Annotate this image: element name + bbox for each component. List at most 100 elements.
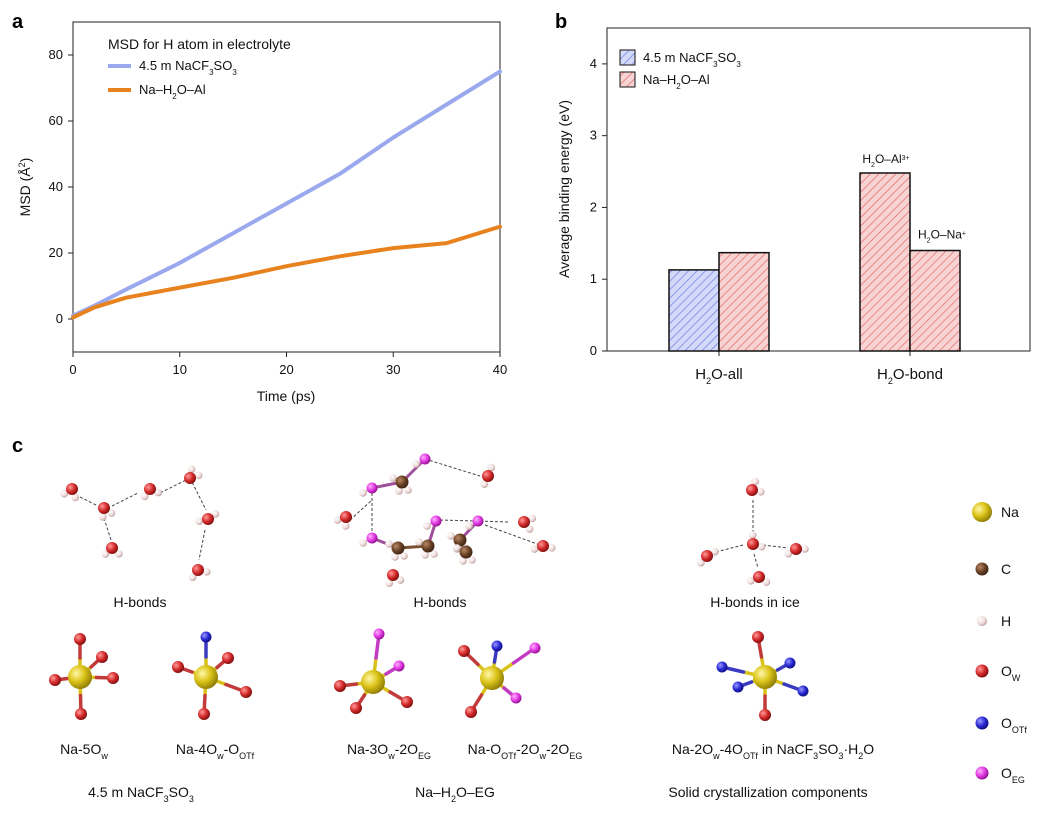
atom-sphere [530,643,541,654]
atom-legend-label: OW [1001,663,1021,683]
atom-sphere [746,484,758,496]
atom-sphere [392,542,405,555]
atom-sphere [201,632,212,643]
chart-b-legend-label: Na–H2O–Al [643,72,710,91]
chart-a-ylabel: MSD (Å2) [17,158,33,217]
hydrogen-bond [763,545,788,548]
atom-sphere [785,658,796,669]
hydrogen-bond [716,545,743,552]
panel-label-a: a [12,11,24,33]
complex-caption: Na-OOTf-2Ow-2OEG [468,741,583,761]
atom-sphere [420,454,431,465]
atom-sphere [367,483,378,494]
atom-sphere [340,511,352,523]
complex-caption: Na-5Ow [60,741,108,761]
atom-sphere [359,489,367,497]
atom-sphere [465,706,477,718]
atom-sphere [222,652,234,664]
complex-caption: Na-2Ow-4OOTf in NaCF3SO3·H2O [672,741,874,761]
atom-sphere [99,513,107,521]
atom-sphere [733,682,744,693]
hydrogen-bond [112,493,138,506]
chart-b-legend: 4.5 m NaCF3SO3 Na–H2O–Al [620,50,741,91]
atom-sphere [753,571,765,583]
hydrogen-bond [104,518,111,540]
atom-sphere [374,629,385,640]
atom-sphere [98,502,110,514]
chart-b-ytick-label: 3 [590,128,597,143]
atom-sphere [396,476,409,489]
chart-b-legend-swatch [620,72,635,87]
chart-a-ytick-label: 40 [49,179,63,194]
group-caption: Solid crystallization components [668,784,867,800]
chart-a-ytick-label: 20 [49,245,63,260]
chart-b-ytick-label: 2 [590,199,597,214]
chart-b-bar [910,251,960,351]
atom-legend-swatch [976,767,989,780]
atom-sphere [202,513,214,525]
atom-legend-label: Na [1001,504,1019,520]
atom-sphere [790,543,802,555]
atom-sphere [198,708,210,720]
atom-legend-label: H [1001,613,1011,629]
atom-sphere [188,465,196,473]
atom-legend-swatch [976,563,989,576]
atom-sphere [192,564,204,576]
atom-sphere [757,488,765,496]
group-caption: Na–H2O–EG [415,784,495,804]
atom-sphere [342,522,350,530]
chart-b-bar [719,253,769,351]
atom-sphere [492,641,503,652]
chart-b-annotation: H2O–Na+ [918,228,966,245]
chart-a-legend-label: 4.5 m NaCF3SO3 [139,58,237,77]
atom-sphere [106,542,118,554]
chart-b-bars [669,173,960,351]
atom-sphere [359,539,367,547]
complex-caption: Na-4Ow-OOTf [176,741,255,761]
atom-sphere [172,661,184,673]
atom-sphere [480,666,504,690]
structure-caption: H-bonds [114,594,167,610]
atom-sphere [107,672,119,684]
atom-sphere [482,470,494,482]
chart-b-category-label: H2O-bond [877,366,943,386]
molecule-renderings [49,454,809,722]
atom-sphere [49,674,61,686]
chart-b-ytick-label: 1 [590,271,597,286]
atom-sphere [473,516,484,527]
structure-caption: H-bonds [414,594,467,610]
atom-legend-swatch [972,502,992,522]
chart-b-bar [669,270,719,351]
atom-legend-label: OEG [1001,765,1025,785]
chart-a-ytick-label: 80 [49,47,63,62]
atom-legend-swatch [976,717,989,730]
structure-caption: H-bonds in ice [710,594,800,610]
chart-a-xtick-label: 0 [69,362,76,377]
hydrogen-bond [350,500,372,520]
panel-label-b: b [555,11,567,33]
hydrogen-bond [754,554,758,568]
atom-sphere [401,696,413,708]
atom-sphere [537,540,549,552]
atom-sphere [747,538,759,550]
atom-sphere [184,472,196,484]
atom-sphere [350,702,362,714]
atom-sphere [422,540,435,553]
atom-sphere [717,662,728,673]
atom-sphere [387,569,399,581]
chart-b-legend-label: 4.5 m NaCF3SO3 [643,50,741,69]
chart-b-annotation: H2O–Al3+ [862,152,909,169]
atom-sphere [701,550,713,562]
chart-b-category-label: H2O-all [695,366,743,386]
atom-sphere [194,665,218,689]
atom-sphere [460,546,473,559]
chart-a-series-line-0 [73,72,500,316]
atom-sphere [66,483,78,495]
atom-sphere [801,545,809,553]
atom-legend-swatch [977,616,987,626]
atom-legend-swatch [976,665,989,678]
atom-sphere [203,568,211,576]
